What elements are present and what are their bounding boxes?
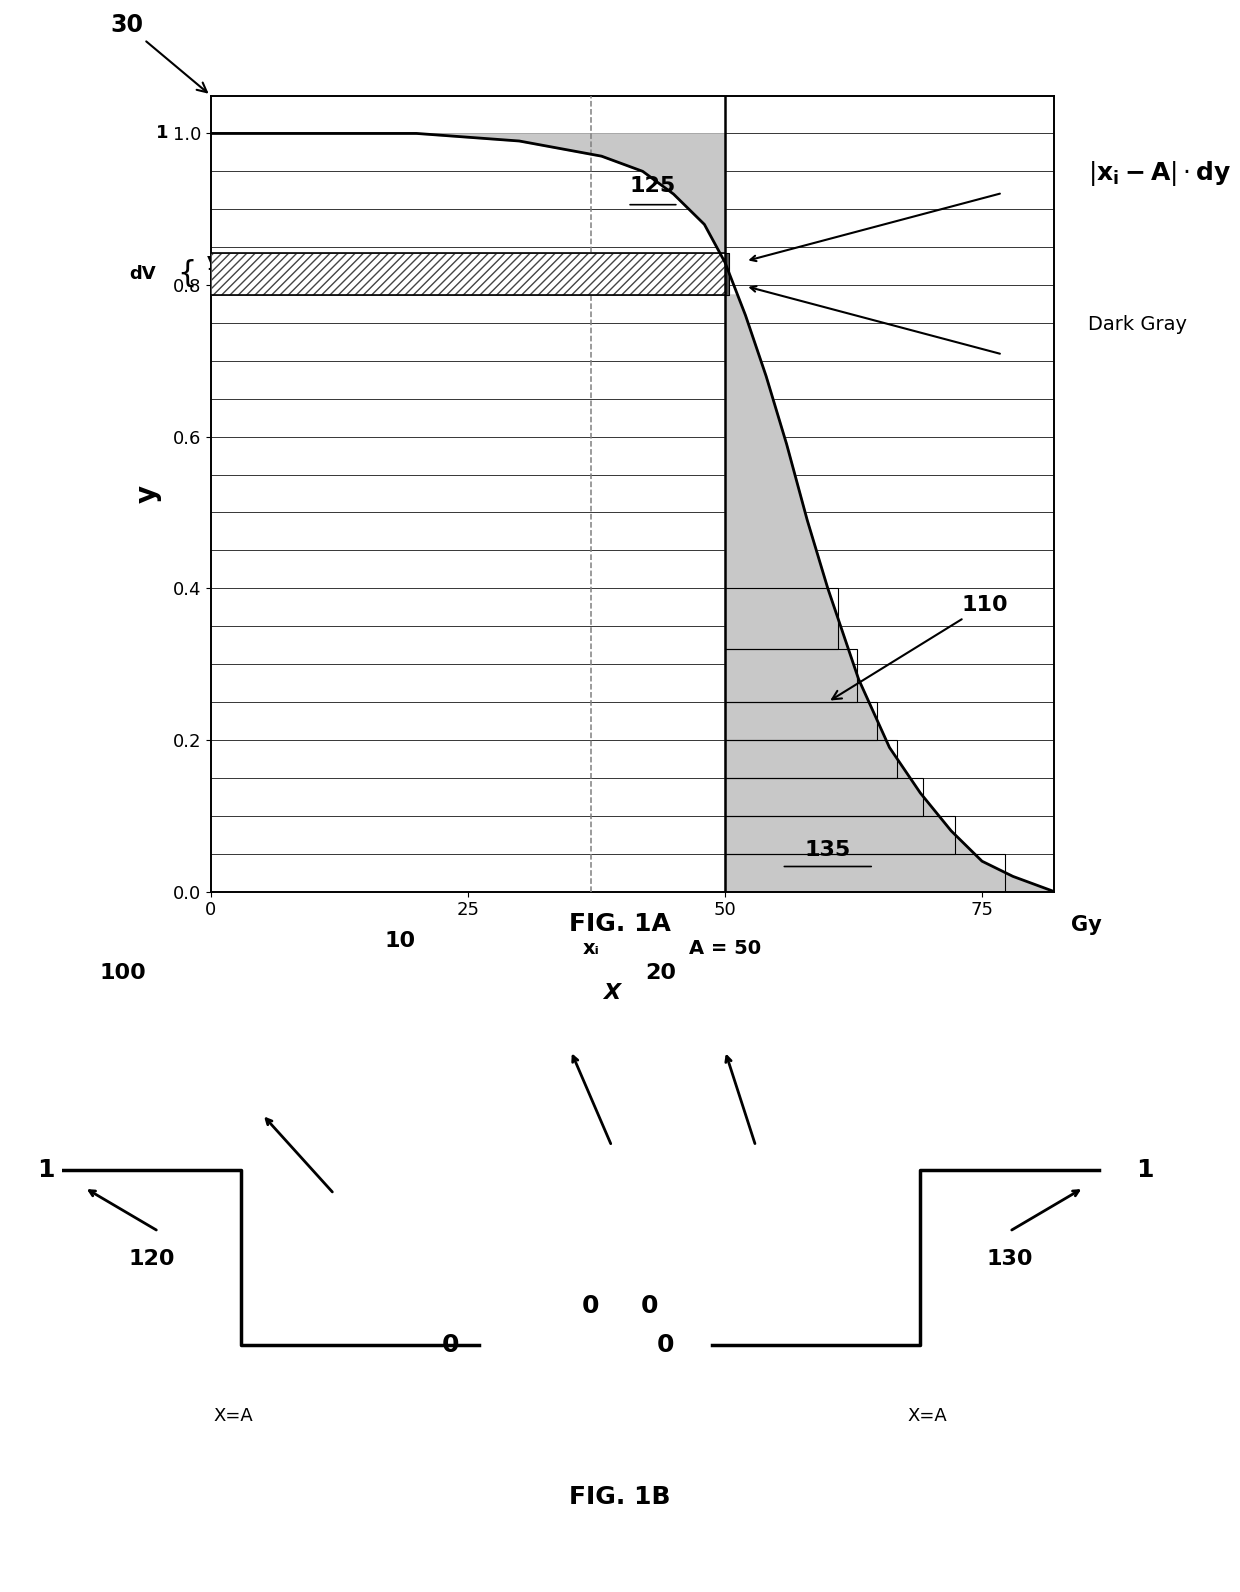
Text: $|\mathbf{x_i - A}|\cdot\mathbf{dy}$: $|\mathbf{x_i - A}|\cdot\mathbf{dy}$ [1087,159,1231,188]
Text: 1: 1 [37,1157,55,1183]
Bar [725,815,955,853]
Text: FIG. 1B: FIG. 1B [569,1485,671,1509]
Bar [725,778,924,815]
Text: FIG. 1A: FIG. 1A [569,912,671,936]
Text: X=A: X=A [213,1407,253,1425]
Text: 20: 20 [645,963,676,984]
Bar [725,589,838,650]
Text: 0: 0 [582,1294,599,1318]
Text: 0: 0 [641,1294,658,1318]
Text: Dark Gray: Dark Gray [1087,315,1187,334]
Text: A = 50: A = 50 [689,939,761,958]
Text: 135: 135 [805,841,851,860]
Text: X: X [604,982,620,1003]
Text: 100: 100 [99,963,146,984]
Text: 1: 1 [1136,1157,1153,1183]
Bar [725,253,729,295]
Text: 110: 110 [832,595,1008,699]
Text: X=A: X=A [908,1407,947,1425]
Bar [725,853,1006,892]
Bar [725,740,898,778]
Text: 120: 120 [128,1248,175,1269]
Text: 10: 10 [384,931,415,952]
Text: 0: 0 [657,1333,675,1358]
Text: Gy: Gy [1071,915,1101,936]
Bar [725,702,878,740]
Text: xᵢ: xᵢ [583,939,600,958]
Bar [725,650,857,702]
Text: 125: 125 [630,177,676,196]
Y-axis label: y: y [134,484,161,503]
Text: {: { [177,259,197,288]
Text: dV: dV [129,264,156,283]
Bar [211,253,729,295]
Text: 30: 30 [110,13,207,92]
Text: 0: 0 [441,1333,459,1358]
Text: 1: 1 [156,124,169,142]
Text: 130: 130 [986,1248,1033,1269]
Text: yᵢ: yᵢ [207,252,222,271]
